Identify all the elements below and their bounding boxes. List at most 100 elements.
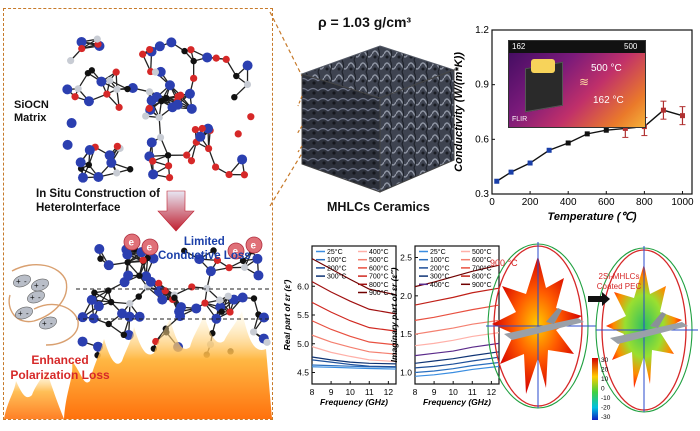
atom-icon (124, 311, 135, 322)
y-tick-label: 1.2 (475, 25, 489, 36)
atom-icon (77, 312, 88, 323)
legend-label: 800°C (369, 281, 389, 289)
construction-line2: HeteroInterface (36, 202, 121, 214)
atom-icon (247, 113, 255, 121)
data-point (565, 140, 571, 146)
minus-sign: - (38, 293, 41, 302)
series-line (311, 346, 397, 363)
atom-icon (190, 57, 197, 65)
atom-icon (171, 294, 178, 301)
thermal-image-inset: 162 500 500 °C 162 °C ≋ FLIR (508, 40, 646, 128)
plus-sign: + (30, 293, 35, 302)
atom-icon (176, 302, 187, 313)
dipole-icon (39, 316, 57, 330)
atom-icon (183, 151, 191, 159)
scale-label: 20 (601, 367, 609, 374)
plus-sign: + (18, 309, 23, 318)
x-tick-label: 9 (432, 387, 437, 397)
atom-icon (176, 91, 185, 99)
heterointerface-network (77, 244, 271, 359)
series-line (414, 304, 500, 321)
right-arrow-icon (588, 292, 610, 306)
ceramics-label: MHLCs Ceramics (327, 200, 430, 214)
atom-icon (142, 112, 150, 120)
legend-label: 900°C (369, 289, 389, 297)
atom-icon (93, 171, 104, 182)
data-point (679, 113, 685, 119)
dipole-icon (27, 290, 45, 304)
data-point (494, 178, 500, 184)
construction-line1: In Situ Construction of (36, 188, 160, 200)
atom-icon (96, 76, 107, 87)
conductivity-chart: 0 200 400 600 800 1000 0.3 0.6 0.9 1.2 Temperature… (453, 25, 694, 223)
rcs-pattern-uncoated (492, 256, 582, 394)
atom-icon (253, 270, 264, 281)
x-tick-label: 1000 (671, 197, 694, 208)
rcs-simulation-panel: 30 20 10 0 -10 -20 -30 (486, 242, 698, 421)
atom-icon (93, 35, 101, 43)
atom-icon (233, 72, 240, 80)
series-line (311, 301, 397, 332)
atom-icon (166, 37, 177, 48)
atom-icon (213, 256, 222, 264)
aircraft-right-icon (610, 322, 688, 344)
minus-sign: - (24, 277, 27, 286)
siocn-network (62, 35, 255, 183)
atom-icon (145, 88, 154, 96)
x-tick-label: 12 (487, 387, 497, 397)
atom-icon (113, 142, 121, 150)
atom-icon (120, 331, 128, 339)
atom-icon (126, 300, 134, 308)
matrix-label-line2: Matrix (14, 112, 47, 124)
atom-icon (191, 125, 199, 134)
series-line (414, 332, 500, 347)
density-label: ρ = 1.03 g/cm³ (318, 14, 412, 30)
atom-icon (112, 68, 120, 76)
atom-icon (123, 329, 134, 340)
atom-icon (105, 320, 112, 328)
legend-label: 500°C (472, 248, 492, 256)
electron-symbol: e (251, 241, 257, 252)
scale-label: -20 (601, 405, 611, 412)
atom-icon (117, 308, 128, 319)
atom-icon (97, 255, 104, 262)
atom-icon (155, 113, 163, 122)
x-tick-label: 11 (365, 387, 374, 397)
series-line (311, 334, 397, 355)
dipole-icon (31, 278, 49, 292)
atom-icon (195, 131, 206, 142)
atom-icon (249, 328, 258, 336)
atom-icon (226, 308, 234, 316)
atom-icon (126, 166, 134, 173)
atom-icon (216, 296, 224, 304)
atom-icon (66, 118, 77, 129)
atom-icon (113, 85, 121, 93)
atom-icon (146, 137, 157, 148)
x-tick-label: 9 (329, 387, 334, 397)
coated-label: 2Si-MHLCs Coated PEC (592, 272, 646, 292)
thermal-corner-left: 162 (512, 42, 526, 51)
electron-icon (141, 238, 159, 256)
atom-icon (145, 104, 153, 113)
limited-line2: Conductive Loss (158, 250, 251, 262)
legend-label: 100°C (327, 256, 347, 264)
series-line (414, 361, 500, 374)
atom-icon (104, 150, 115, 161)
atom-icon (134, 311, 145, 322)
imag-permittivity-chart: 8 9 10 11 12 1.0 1.5 2.0 2.5 Frequency (GHz) Imagi… (389, 245, 500, 407)
fire-flames (64, 311, 272, 419)
x-axis-label: Temperature (℃) (548, 211, 637, 223)
atom-icon (124, 85, 131, 93)
enhanced-line2: Polarization Loss (10, 368, 110, 382)
data-point (584, 131, 590, 137)
series-line (414, 319, 500, 335)
atom-icon (164, 162, 173, 170)
atom-icon (184, 88, 195, 99)
scale-label: 30 (601, 357, 609, 364)
legend-label: 25°C (430, 248, 446, 256)
atom-icon (205, 266, 216, 277)
atom-icon (124, 259, 131, 266)
thermal-corner-right: 500 (624, 42, 638, 51)
atom-icon (218, 308, 225, 315)
plot-frame (414, 245, 500, 385)
